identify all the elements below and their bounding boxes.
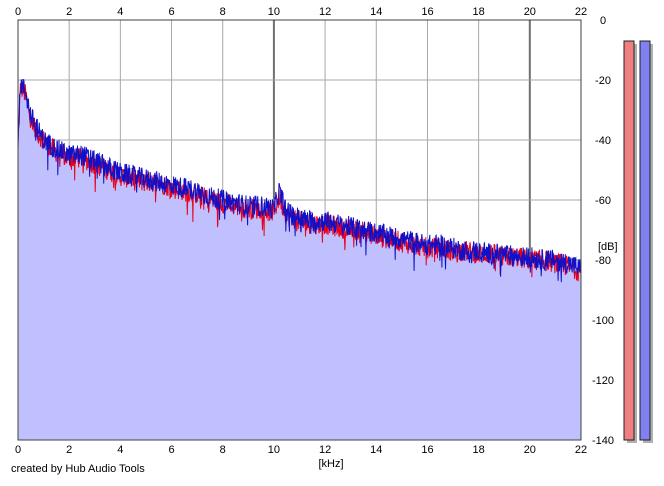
x-tick-label-top-0: 0 bbox=[15, 6, 21, 18]
x-axis-label: [kHz] bbox=[318, 458, 343, 470]
x-tick-label-top-18: 18 bbox=[473, 6, 485, 18]
x-tick-label-bottom-0: 0 bbox=[15, 444, 21, 456]
x-tick-label-bottom-20: 20 bbox=[524, 444, 536, 456]
meter-bar-right bbox=[639, 40, 651, 441]
x-tick-label-bottom-8: 8 bbox=[220, 444, 226, 456]
x-tick-label-top-20: 20 bbox=[524, 6, 536, 18]
x-tick-label-bottom-10: 10 bbox=[268, 444, 280, 456]
x-tick-label-bottom-4: 4 bbox=[117, 444, 123, 456]
x-axis-top-ticks: 0 2 4 6 8 10 12 14 16 18 20 22 bbox=[15, 6, 587, 18]
y-tick-label--120: -120 bbox=[592, 375, 614, 387]
x-tick-label-top-6: 6 bbox=[168, 6, 174, 18]
y-tick-label--40: -40 bbox=[595, 135, 611, 147]
x-tick-label-top-2: 2 bbox=[66, 6, 72, 18]
y-axis-right-ticks: 0 -20 -40 -60 -80 -100 -120 -140 bbox=[592, 15, 614, 447]
x-tick-label-bottom-22: 22 bbox=[575, 444, 587, 456]
y-tick-label-0: 0 bbox=[600, 15, 606, 27]
y-tick-label--100: -100 bbox=[592, 315, 614, 327]
x-tick-label-top-12: 12 bbox=[319, 6, 331, 18]
y-axis-label: [dB] bbox=[598, 241, 618, 253]
x-axis-bottom-ticks: 0 2 4 6 8 10 12 14 16 18 20 22 bbox=[15, 444, 587, 456]
x-tick-label-top-4: 4 bbox=[117, 6, 123, 18]
x-tick-label-top-16: 16 bbox=[421, 6, 433, 18]
y-tick-label--80: -80 bbox=[595, 255, 611, 267]
x-tick-label-bottom-12: 12 bbox=[319, 444, 331, 456]
x-tick-label-top-10: 10 bbox=[268, 6, 280, 18]
series-line-right-channel bbox=[18, 78, 581, 283]
x-tick-label-top-8: 8 bbox=[220, 6, 226, 18]
y-tick-label--140: -140 bbox=[592, 435, 614, 447]
credit-text: created by Hub Audio Tools bbox=[11, 463, 145, 475]
level-meters bbox=[623, 40, 653, 443]
spectrum-lines-group bbox=[18, 78, 581, 283]
y-tick-label--60: -60 bbox=[595, 195, 611, 207]
x-tick-label-bottom-14: 14 bbox=[370, 444, 382, 456]
y-tick-label--20: -20 bbox=[595, 75, 611, 87]
x-tick-label-bottom-18: 18 bbox=[473, 444, 485, 456]
plot-border bbox=[17, 19, 582, 441]
spectrum-fill bbox=[18, 79, 581, 440]
x-tick-label-top-22: 22 bbox=[575, 6, 587, 18]
x-tick-label-bottom-16: 16 bbox=[421, 444, 433, 456]
meter-bar-left bbox=[623, 40, 635, 441]
spectrum-fill-group bbox=[18, 79, 581, 440]
x-tick-label-top-14: 14 bbox=[370, 6, 382, 18]
x-tick-label-bottom-2: 2 bbox=[66, 444, 72, 456]
x-tick-label-bottom-6: 6 bbox=[168, 444, 174, 456]
